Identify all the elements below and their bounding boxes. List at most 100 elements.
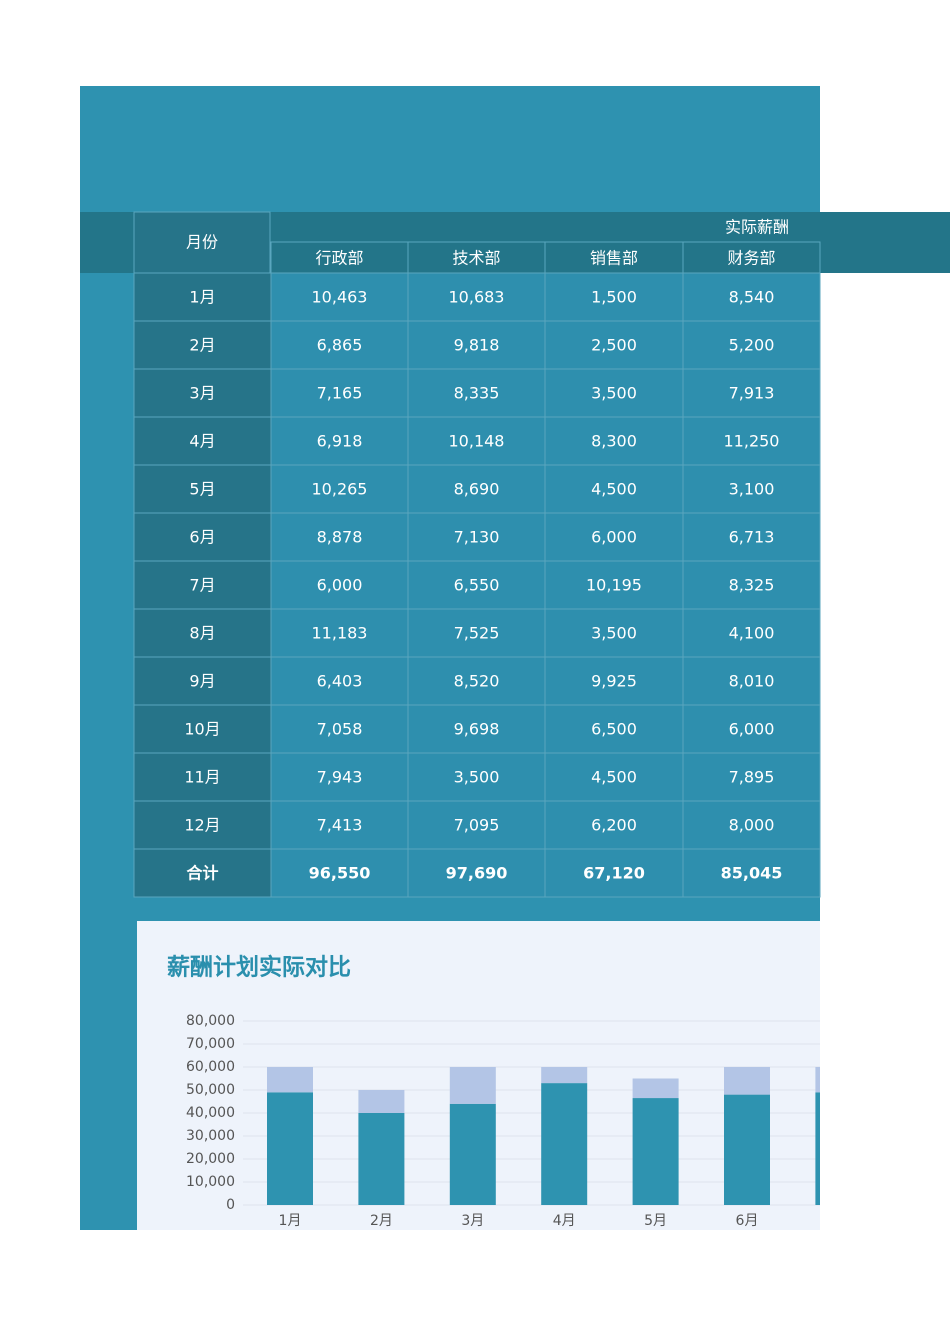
month-label: 12月	[184, 816, 220, 835]
cell-value: 8,520	[454, 672, 500, 691]
cell-value: 6,550	[454, 576, 500, 595]
data-cell	[270, 272, 409, 322]
data-cell	[682, 560, 821, 610]
y-tick-label: 10,000	[186, 1174, 235, 1190]
data-cell	[270, 704, 409, 754]
y-tick-label: 80,000	[186, 1013, 235, 1029]
month-label: 合计	[186, 864, 218, 883]
data-cell	[682, 704, 821, 754]
cell-value: 4,500	[591, 480, 637, 499]
cell-value: 7,895	[729, 768, 775, 787]
column-header: 行政部	[315, 249, 363, 268]
data-cell	[544, 704, 684, 754]
cell-value: 1,500	[591, 288, 637, 307]
y-tick-label: 40,000	[186, 1105, 235, 1121]
cell-value: 10,463	[312, 288, 368, 307]
month-label: 2月	[189, 336, 215, 355]
month-label: 3月	[189, 384, 215, 403]
month-cell	[133, 848, 272, 898]
month-label: 7月	[189, 576, 215, 595]
data-cell	[682, 512, 821, 562]
x-tick-label: 5月	[644, 1213, 667, 1229]
bar-segment	[815, 1092, 820, 1205]
month-cell	[133, 416, 272, 466]
data-cell	[407, 368, 546, 418]
data-cell	[270, 464, 409, 514]
data-cell	[544, 416, 684, 466]
data-cell	[682, 368, 821, 418]
data-cell	[407, 416, 546, 466]
cell-value: 2,500	[591, 336, 637, 355]
x-tick-label: 6月	[736, 1213, 759, 1229]
data-cell	[407, 560, 546, 610]
data-cell	[544, 512, 684, 562]
bar-segment	[724, 1067, 770, 1095]
data-cell	[544, 608, 684, 658]
data-cell	[682, 416, 821, 466]
cell-value: 85,045	[721, 864, 783, 883]
column-header: 财务部	[727, 249, 775, 268]
chart-title: 薪酬计划实际对比	[167, 954, 351, 981]
bar-segment	[632, 1098, 679, 1205]
month-cell	[133, 560, 272, 610]
bar-segment	[724, 1094, 770, 1205]
column-header: 销售部	[590, 249, 638, 268]
cell-value: 5,200	[729, 336, 775, 355]
data-cell	[407, 752, 546, 802]
bar-segment	[632, 1078, 679, 1099]
cell-value: 7,913	[729, 384, 775, 403]
month-cell	[133, 800, 272, 850]
cell-value: 3,500	[591, 624, 637, 643]
data-cell	[270, 416, 409, 466]
cell-value: 10,683	[449, 288, 505, 307]
cell-value: 10,148	[449, 432, 505, 451]
cell-value: 6,000	[317, 576, 363, 595]
bar-segment	[449, 1067, 496, 1104]
data-cell	[270, 368, 409, 418]
bar-segment	[267, 1092, 313, 1205]
month-cell	[133, 464, 272, 514]
data-cell	[682, 656, 821, 706]
month-label: 1月	[189, 288, 215, 307]
month-label: 8月	[189, 624, 215, 643]
data-cell	[682, 752, 821, 802]
month-cell	[133, 368, 272, 418]
data-cell	[407, 800, 546, 850]
month-label: 9月	[189, 672, 215, 691]
data-cell	[407, 272, 546, 322]
y-tick-label: 20,000	[186, 1151, 235, 1167]
group-header: 实际薪酬	[725, 218, 789, 237]
data-cell	[544, 656, 684, 706]
cell-value: 6,918	[317, 432, 363, 451]
column-header: 技术部	[452, 249, 500, 268]
data-cell	[407, 704, 546, 754]
cell-value: 4,500	[591, 768, 637, 787]
cell-value: 6,500	[591, 720, 637, 739]
month-header: 月份	[186, 233, 218, 252]
cell-value: 7,130	[454, 528, 500, 547]
cell-value: 7,165	[317, 384, 363, 403]
cell-value: 8,000	[729, 816, 775, 835]
cell-value: 8,878	[317, 528, 363, 547]
x-tick-label: 4月	[553, 1213, 576, 1229]
y-tick-label: 60,000	[186, 1059, 235, 1075]
cell-value: 11,250	[724, 432, 780, 451]
data-cell	[407, 320, 546, 370]
x-tick-label: 3月	[461, 1213, 484, 1229]
cell-value: 8,010	[729, 672, 775, 691]
data-cell	[407, 848, 546, 898]
month-label: 10月	[184, 720, 220, 739]
data-cell	[407, 608, 546, 658]
cell-value: 10,195	[586, 576, 642, 595]
month-cell	[133, 752, 272, 802]
cell-value: 96,550	[309, 864, 371, 883]
cell-value: 8,540	[729, 288, 775, 307]
cell-value: 10,265	[312, 480, 368, 499]
data-cell	[544, 368, 684, 418]
cell-value: 8,325	[729, 576, 775, 595]
data-cell	[682, 800, 821, 850]
data-cell	[544, 752, 684, 802]
data-cell	[270, 608, 409, 658]
cell-value: 7,943	[317, 768, 363, 787]
